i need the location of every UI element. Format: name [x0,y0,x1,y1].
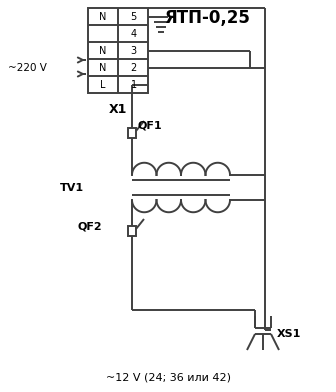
Text: N: N [99,45,106,56]
Text: QF2: QF2 [77,221,101,231]
Text: ~220 V: ~220 V [8,63,47,73]
Text: 4: 4 [131,29,137,38]
Text: QF1: QF1 [137,120,162,130]
Text: 2: 2 [130,62,137,73]
Text: 1: 1 [131,80,137,89]
Bar [88,8,148,93]
Text: X1: X1 [109,103,127,116]
Text: N: N [99,11,106,22]
Text: TV1: TV1 [60,183,84,192]
Text: L: L [100,80,105,89]
Text: ЯТП-0,25: ЯТП-0,25 [165,9,251,27]
Text: 3: 3 [131,45,137,56]
Bar [128,226,136,236]
Bar [128,128,136,138]
Text: 5: 5 [130,11,137,22]
Text: ~12 V (24; 36 или 42): ~12 V (24; 36 или 42) [106,373,230,383]
Text: XS1: XS1 [277,329,301,339]
Text: N: N [99,62,106,73]
